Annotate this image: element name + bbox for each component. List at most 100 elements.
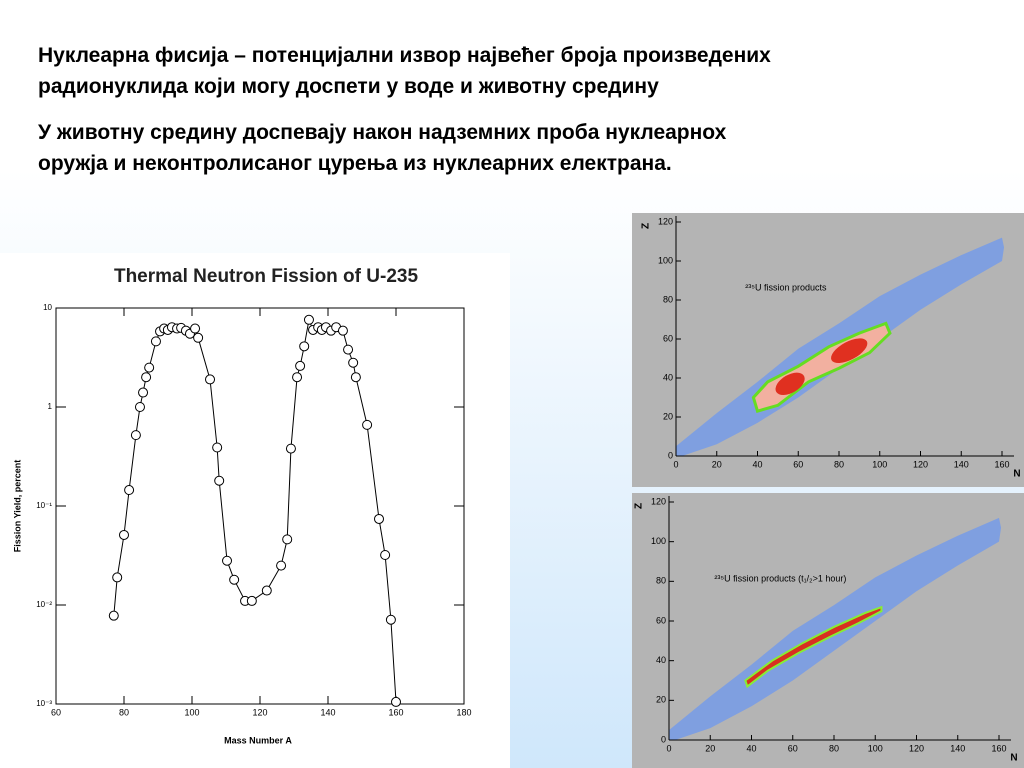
x-tick-label: 80 bbox=[834, 459, 844, 469]
text-line: радионуклида који могу доспети у воде и … bbox=[38, 75, 659, 98]
data-point bbox=[214, 475, 225, 486]
y-tick-label: 100 bbox=[651, 536, 666, 546]
y-axis-label: Fission Yield, percent bbox=[12, 460, 22, 553]
x-tick-label: 100 bbox=[184, 707, 199, 717]
x-tick-label: 120 bbox=[913, 459, 928, 469]
x-tick-label: 20 bbox=[712, 459, 722, 469]
data-point bbox=[130, 430, 141, 441]
data-point bbox=[150, 336, 161, 347]
data-point bbox=[193, 332, 204, 343]
paragraph: Нуклеарна фисија – потенцијални извор на… bbox=[38, 40, 771, 102]
y-tick-label: 20 bbox=[663, 411, 673, 421]
data-point bbox=[303, 314, 314, 325]
data-point bbox=[299, 341, 310, 352]
x-tick-label: 120 bbox=[252, 707, 267, 717]
data-point bbox=[391, 696, 401, 707]
x-tick-label: 100 bbox=[872, 459, 887, 469]
y-tick-label: 0 bbox=[661, 734, 666, 744]
data-point bbox=[385, 614, 396, 625]
x-tick-label: 160 bbox=[994, 459, 1009, 469]
x-tick-label: 140 bbox=[320, 707, 335, 717]
x-tick-label: 40 bbox=[746, 743, 756, 753]
x-tick-label: 60 bbox=[51, 707, 61, 717]
data-point bbox=[343, 344, 354, 355]
y-tick-label: 10⁻² bbox=[36, 600, 52, 609]
y-tick-label: 20 bbox=[656, 695, 666, 705]
annotation: ²³⁵U fission products (t₁/₂>1 hour) bbox=[714, 574, 846, 584]
x-tick-label: 140 bbox=[950, 743, 965, 753]
x-tick-label: 80 bbox=[829, 743, 839, 753]
x-tick-label: 80 bbox=[119, 707, 129, 717]
y-tick-label: 60 bbox=[656, 615, 666, 625]
x-tick-label: 180 bbox=[456, 707, 471, 717]
y-tick-label: 80 bbox=[656, 576, 666, 586]
chart-panel bbox=[0, 253, 510, 768]
data-point bbox=[350, 372, 361, 383]
data-point bbox=[190, 323, 201, 334]
x-axis-label: N bbox=[1013, 469, 1020, 480]
x-tick-label: 40 bbox=[752, 459, 762, 469]
y-axis-label: Z bbox=[641, 223, 652, 229]
data-point bbox=[285, 443, 296, 454]
x-tick-label: 60 bbox=[793, 459, 803, 469]
data-point bbox=[108, 610, 119, 621]
data-point bbox=[119, 529, 129, 540]
y-tick-label: 10⁻³ bbox=[36, 699, 52, 708]
data-point bbox=[292, 372, 303, 383]
x-tick-label: 0 bbox=[673, 459, 678, 469]
data-point bbox=[144, 362, 155, 373]
paragraph: У животну средину доспевају након надзем… bbox=[38, 117, 726, 179]
y-tick-label: 100 bbox=[658, 255, 673, 265]
y-tick-label: 60 bbox=[663, 333, 673, 343]
y-tick-label: 120 bbox=[651, 496, 666, 506]
data-point bbox=[374, 513, 384, 524]
text-line: Нуклеарна фисија – потенцијални извор на… bbox=[38, 44, 771, 67]
x-tick-label: 60 bbox=[788, 743, 798, 753]
data-point bbox=[229, 574, 240, 585]
data-point bbox=[348, 357, 359, 368]
data-point bbox=[112, 572, 123, 583]
y-tick-label: 0 bbox=[668, 450, 673, 460]
data-point bbox=[138, 387, 149, 398]
x-tick-label: 140 bbox=[954, 459, 969, 469]
x-tick-label: 0 bbox=[666, 743, 671, 753]
x-tick-label: 100 bbox=[868, 743, 883, 753]
y-axis-label: Z bbox=[634, 503, 645, 509]
data-point bbox=[212, 442, 223, 453]
data-point bbox=[380, 549, 391, 560]
data-point bbox=[276, 560, 287, 571]
x-axis-label: N bbox=[1010, 753, 1017, 764]
data-point bbox=[246, 595, 257, 606]
text-line: У животну средину доспевају након надзем… bbox=[38, 121, 727, 144]
data-point bbox=[337, 325, 348, 336]
data-point bbox=[141, 372, 152, 383]
y-tick-label: 80 bbox=[663, 294, 673, 304]
data-point bbox=[261, 585, 272, 596]
x-axis-label: Mass Number A bbox=[224, 735, 292, 745]
x-tick-label: 20 bbox=[705, 743, 715, 753]
y-tick-label: 40 bbox=[656, 655, 666, 665]
y-tick-label: 40 bbox=[663, 372, 673, 382]
x-tick-label: 120 bbox=[909, 743, 924, 753]
y-tick-label: 10 bbox=[43, 303, 52, 312]
text-line: оружја и неконтролисаног цурења из нукле… bbox=[38, 152, 672, 175]
y-tick-label: 120 bbox=[658, 216, 673, 226]
data-point bbox=[124, 485, 135, 496]
data-point bbox=[362, 419, 373, 430]
data-point bbox=[295, 360, 306, 371]
x-tick-label: 160 bbox=[991, 743, 1006, 753]
fission-region bbox=[744, 605, 883, 689]
fission-peak bbox=[775, 372, 805, 396]
data-point bbox=[205, 374, 216, 385]
annotation: ²³⁵U fission products bbox=[745, 283, 827, 293]
data-point bbox=[282, 534, 293, 545]
data-point bbox=[222, 555, 233, 566]
data-point bbox=[134, 402, 145, 412]
chart-title: Thermal Neutron Fission of U-235 bbox=[114, 266, 418, 287]
y-tick-label: 1 bbox=[48, 402, 53, 411]
fission-peak bbox=[831, 338, 868, 364]
x-tick-label: 160 bbox=[388, 707, 403, 717]
y-tick-label: 10⁻¹ bbox=[36, 501, 52, 510]
